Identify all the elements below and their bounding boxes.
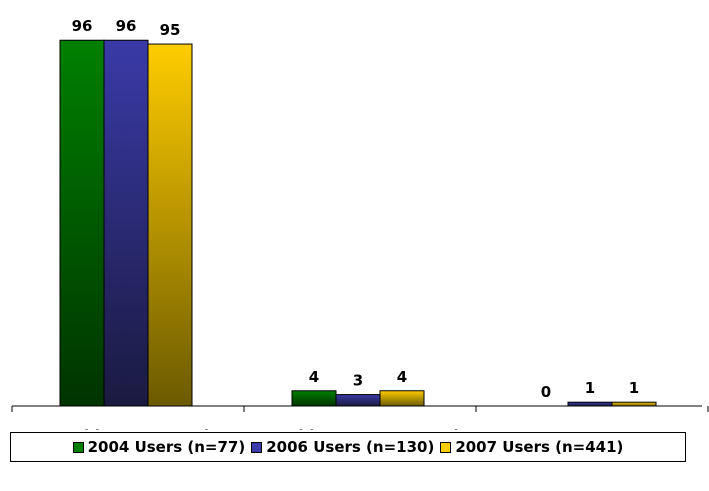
value-label: 1 [629,379,639,397]
value-label: 1 [585,379,595,397]
legend-swatch-2007 [440,441,452,453]
bar-would-not-recommend-series-2 [379,390,425,407]
bar-would-recommend-series-2 [147,43,193,407]
legend-item-2006: 2006 Users (n=130) [251,438,434,456]
legend-label-2006: 2006 Users (n=130) [266,438,435,456]
value-label: 4 [309,368,319,386]
legend-item-2004: 2004 Users (n=77) [72,438,246,456]
value-label: 95 [160,21,181,39]
bar-chart: 96 96 95 4 3 4 0 1 1 Would Recommend Would Not Re… [11,17,709,430]
legend-swatch-2006 [251,441,263,453]
bar-would-not-recommend-series-0 [291,390,337,407]
value-label: 96 [72,17,93,35]
category-label: Would Not Recommend [261,427,458,430]
bar-would-recommend-series-0 [59,39,105,407]
legend-label-2004: 2004 Users (n=77) [87,438,246,456]
bars-layer [59,39,657,407]
legend-label-2007: 2007 Users (n=441) [455,438,624,456]
bar-would-recommend-series-1 [103,39,149,407]
legend: 2004 Users (n=77) 2006 Users (n=130) 200… [10,432,686,462]
category-label: Would Recommend [47,427,209,430]
value-label: 3 [353,372,363,390]
category-label: DK/NA [565,427,619,430]
bar-would-not-recommend-series-1 [335,394,381,407]
x-axis: Would Recommend Would Not Recommend DK/NA [11,405,709,430]
value-label: 96 [116,17,137,35]
bar-dk-na-series-1 [567,401,613,407]
legend-swatch-2004 [72,441,84,453]
value-label: 4 [397,368,407,386]
value-labels-layer: 96 96 95 4 3 4 0 1 1 [72,17,640,401]
value-label: 0 [541,383,551,401]
bar-dk-na-series-2 [611,401,657,407]
legend-item-2007: 2007 Users (n=441) [440,438,623,456]
